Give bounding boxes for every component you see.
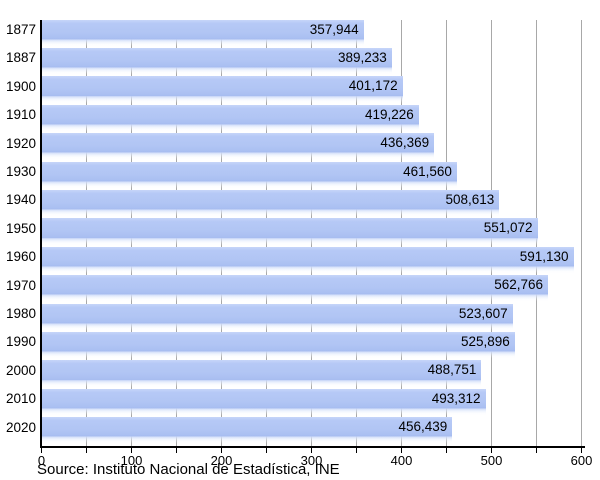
gridline: [581, 19, 582, 446]
x-axis-tick-label: 0: [37, 452, 46, 468]
y-axis-line: [39, 19, 42, 448]
bar-1970: 562,766: [41, 275, 548, 304]
x-axis-line: [39, 445, 585, 448]
bar-value-label: 488,751: [427, 362, 477, 378]
x-axis-tick: [86, 447, 87, 453]
x-axis-tick-label: 400: [390, 452, 413, 468]
bar-value-label: 357,944: [309, 21, 359, 37]
x-axis-tick: [401, 447, 402, 453]
bar-row: 436,369: [41, 133, 583, 162]
bar-row: 523,607: [41, 303, 583, 332]
bar-row: 401,172: [41, 76, 583, 105]
bar-1980: 523,607: [41, 303, 513, 332]
plot-area: 357,944 389,233 401,172 419,226 436,369 461,5…: [38, 19, 592, 468]
x-axis-tick: [221, 447, 222, 453]
x-axis-tick: [446, 447, 447, 453]
y-axis-label: 2020: [5, 419, 36, 435]
y-axis-label: 1980: [5, 306, 36, 321]
y-axis-labels: 1877 1887 1900 1910 1920 1930 1940 1950 1960 1970…: [0, 20, 37, 446]
x-axis-tick: [266, 447, 267, 453]
bar-row: 508,613: [41, 189, 583, 219]
bar-row: 461,560: [41, 161, 583, 190]
x-axis-tick-label: 500: [480, 452, 503, 468]
bar-1910: 419,226: [41, 104, 419, 134]
bar-1960: 591,130: [41, 246, 574, 276]
bar-row: 488,751: [41, 360, 583, 389]
bar-row: 357,944: [41, 19, 583, 48]
bar-value-label: 523,607: [458, 305, 508, 321]
x-axis-tick-label: 600: [570, 452, 593, 468]
bar-value-label: 456,439: [398, 419, 448, 435]
bar-1990: 525,896: [41, 331, 515, 361]
y-axis-label: 1990: [5, 334, 36, 350]
x-axis-tick: [131, 447, 132, 453]
bar-row: 562,766: [41, 275, 583, 304]
y-axis-label: 1877: [5, 22, 36, 37]
x-axis-tick: [41, 447, 42, 453]
y-axis-label: 1887: [5, 50, 36, 66]
y-axis-label: 1960: [5, 249, 36, 265]
bar-row: 389,233: [41, 47, 583, 77]
bar-value-label: 508,613: [445, 191, 495, 207]
bar-row: 591,130: [41, 246, 583, 276]
bar-value-label: 493,312: [431, 390, 481, 406]
x-axis-tick: [536, 447, 537, 453]
y-axis-label: 1910: [5, 107, 36, 123]
bar-row: 493,312: [41, 388, 583, 418]
x-axis-tick-label: 300: [300, 452, 323, 468]
bar-value-label: 389,233: [337, 49, 387, 65]
x-axis-tick: [311, 447, 312, 453]
bar-value-label: 436,369: [380, 135, 430, 151]
y-axis-label: 2010: [5, 391, 36, 407]
bar-value-label: 401,172: [348, 78, 398, 94]
bar-1900: 401,172: [41, 76, 403, 105]
bar-2020: 456,439: [41, 417, 453, 446]
bar-row: 551,072: [41, 218, 583, 247]
bar-2010: 493,312: [41, 388, 486, 418]
y-axis-label: 1920: [5, 135, 36, 151]
bar-1930: 461,560: [41, 161, 457, 190]
bar-row: 456,439: [41, 417, 583, 446]
x-axis-tick: [356, 447, 357, 453]
bar-2000: 488,751: [41, 360, 482, 389]
y-axis-label: 2000: [5, 362, 36, 378]
y-axis-label: 1950: [5, 220, 36, 236]
source-note: Source: Instituto Nacional de Estadístic…: [37, 461, 340, 478]
x-axis-tick-label: 100: [120, 452, 143, 468]
y-axis-label: 1900: [5, 78, 36, 94]
bar-value-label: 551,072: [483, 220, 533, 236]
x-axis-tick: [176, 447, 177, 453]
y-axis-label: 1940: [5, 192, 36, 208]
bar-row: 525,896: [41, 331, 583, 361]
bar-value-label: 591,130: [519, 248, 569, 264]
bar-1920: 436,369: [41, 133, 435, 162]
bar-1887: 389,233: [41, 47, 392, 77]
x-axis-tick: [581, 447, 582, 453]
bar-value-label: 562,766: [494, 277, 543, 293]
x-axis-tick: [491, 447, 492, 453]
bar-1940: 508,613: [41, 189, 500, 219]
bar-value-label: 525,896: [460, 333, 510, 349]
bar-1877: 357,944: [41, 19, 364, 48]
bar-1950: 551,072: [41, 218, 538, 247]
bar-value-label: 419,226: [364, 106, 414, 122]
y-axis-label: 1970: [5, 277, 36, 293]
y-axis-label: 1930: [5, 164, 36, 179]
bar-row: 419,226: [41, 104, 583, 134]
x-axis-tick-label: 200: [210, 452, 233, 468]
bar-value-label: 461,560: [403, 163, 452, 179]
